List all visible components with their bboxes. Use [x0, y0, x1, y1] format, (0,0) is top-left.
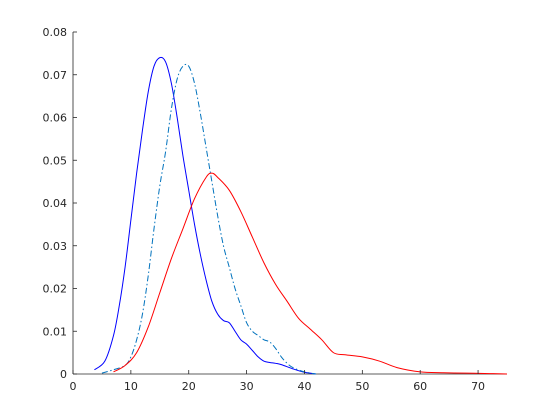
y-tick-label: 0.06 [43, 112, 68, 125]
x-tick-label: 30 [240, 380, 254, 393]
y-tick-label: 0.07 [43, 69, 68, 82]
y-tick-label: 0.01 [43, 325, 68, 338]
x-tick-label: 10 [124, 380, 138, 393]
series-line-2 [101, 63, 317, 375]
x-tick-label: 60 [413, 380, 427, 393]
y-tick-label: 0.03 [43, 240, 68, 253]
y-tick-label: 0.08 [43, 26, 68, 39]
x-tick-label: 0 [70, 380, 77, 393]
y-tick-label: 0.05 [43, 154, 68, 167]
tick-layer: 0 10 20 30 40 50 60 70 0 0.01 0.02 0.03 0.04 0.05 0.06… [43, 26, 486, 393]
x-tick-label: 20 [182, 380, 196, 393]
x-tick-label: 50 [355, 380, 369, 393]
y-tick-label: 0.02 [43, 283, 68, 296]
y-tick-label: 0 [60, 368, 67, 381]
axes [72, 32, 507, 375]
series-line-1 [94, 56, 317, 375]
series-layer [94, 56, 508, 375]
x-tick-label: 70 [471, 380, 485, 393]
x-tick-label: 40 [297, 380, 311, 393]
y-tick-label: 0.04 [43, 197, 68, 210]
series-line-3 [113, 172, 508, 375]
